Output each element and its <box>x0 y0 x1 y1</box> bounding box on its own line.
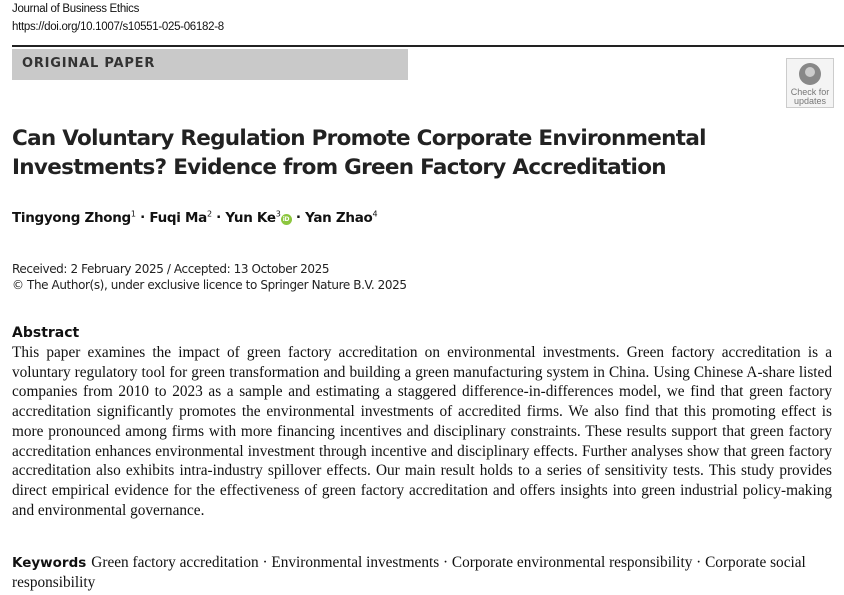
doi-link[interactable]: https://doi.org/10.1007/s10551-025-06182… <box>12 21 224 33</box>
abstract-heading: Abstract <box>12 325 80 341</box>
paper-title: Can Voluntary Regulation Promote Corpora… <box>12 124 707 182</box>
author[interactable]: Yun Ke3 <box>225 209 281 226</box>
check-for-updates-line2: updates <box>793 96 827 106</box>
keywords: Keywords Green factory accreditation · En… <box>12 553 832 593</box>
author[interactable]: Yan Zhao4 <box>305 209 378 226</box>
author[interactable]: Fuqi Ma2 <box>149 209 212 226</box>
journal-name: Journal of Business Ethics <box>12 3 140 15</box>
keywords-list: Green factory accreditation · Environmen… <box>12 554 806 591</box>
article-type-label: ORIGINAL PAPER <box>22 56 156 71</box>
author[interactable]: Tingyong Zhong1 <box>12 209 136 226</box>
orcid-icon[interactable]: iD <box>280 213 292 225</box>
copyright: © The Author(s), under exclusive licence… <box>12 278 407 292</box>
received-accepted: Received: 2 February 2025 / Accepted: 13… <box>12 262 330 276</box>
article-dates: Received: 2 February 2025 / Accepted: 13… <box>12 261 407 293</box>
abstract-text: This paper examines the impact of green … <box>12 344 832 519</box>
header-rule <box>12 45 844 47</box>
keywords-heading: Keywords <box>12 555 87 571</box>
check-for-updates-icon <box>799 63 821 85</box>
title-line: Can Voluntary Regulation Promote Corpora… <box>12 126 707 151</box>
article-type-badge: ORIGINAL PAPER <box>12 49 408 80</box>
title-line: Investments? Evidence from Green Factory… <box>12 155 667 180</box>
author-list: Tingyong Zhong1 · Fuqi Ma2 · Yun Ke3iD ·… <box>12 209 378 226</box>
check-for-updates-line1: Check for <box>790 87 830 97</box>
check-for-updates-button[interactable]: Check for updates <box>786 58 834 108</box>
